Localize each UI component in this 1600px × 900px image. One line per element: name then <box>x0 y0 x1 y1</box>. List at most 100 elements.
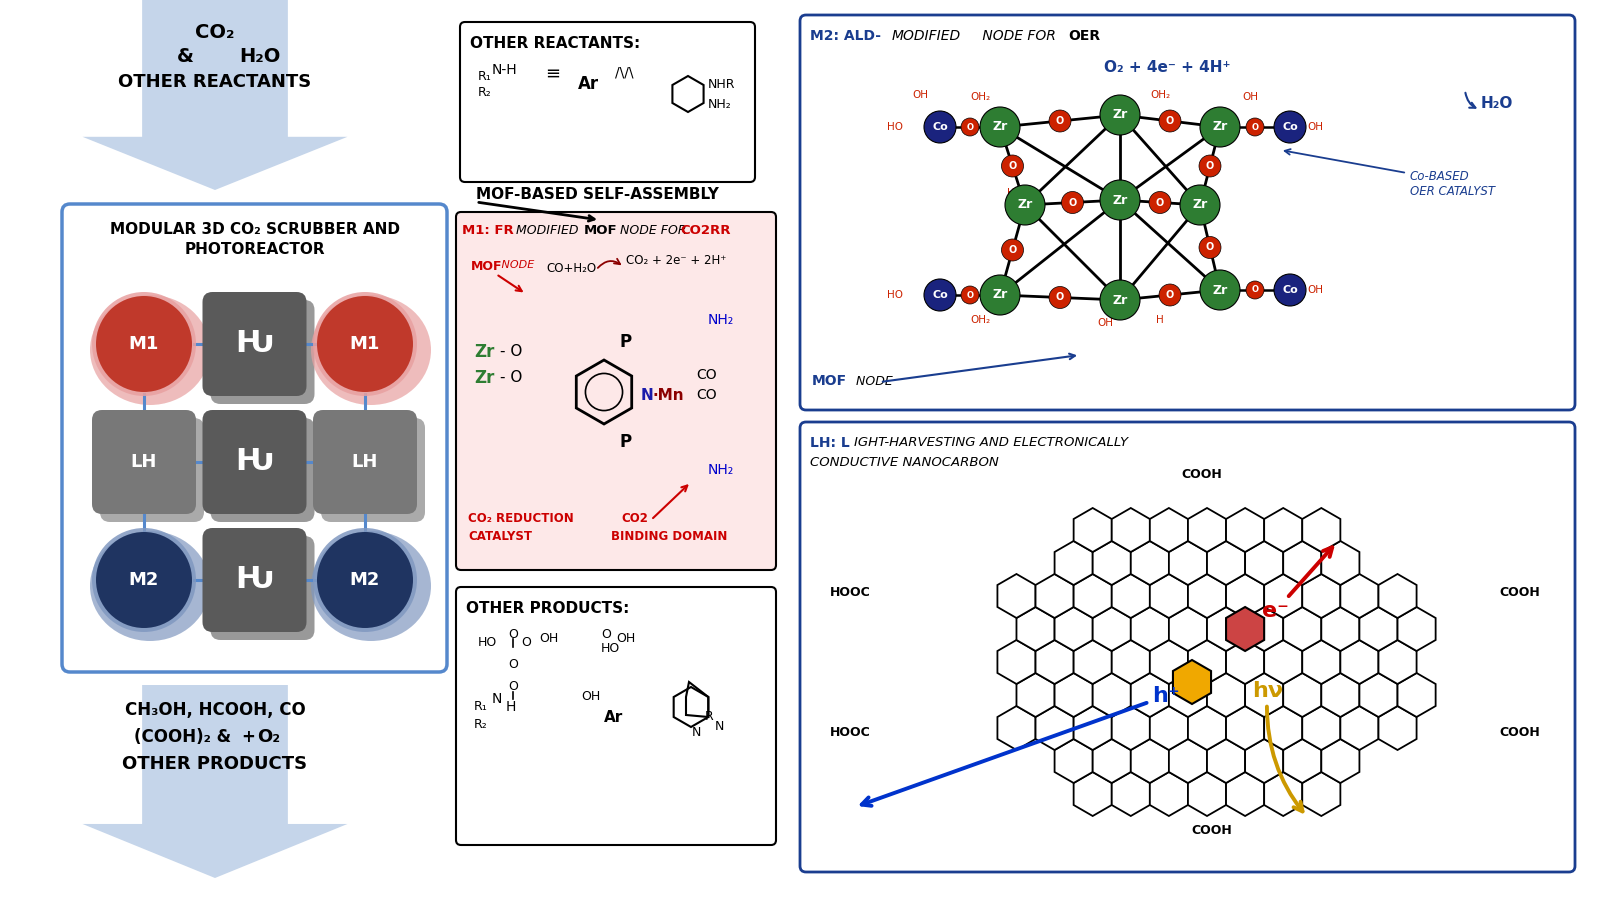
Polygon shape <box>1035 640 1074 684</box>
Polygon shape <box>1131 739 1170 783</box>
Circle shape <box>314 292 418 396</box>
Circle shape <box>93 528 195 632</box>
Text: M1: M1 <box>130 335 158 353</box>
Text: Ƕ: Ƕ <box>235 329 274 358</box>
Polygon shape <box>997 574 1035 618</box>
Text: (COOH)₂ &: (COOH)₂ & <box>134 728 232 746</box>
Text: LH: LH <box>131 453 157 471</box>
Text: Co-BASED
OER CATALYST: Co-BASED OER CATALYST <box>1410 170 1494 198</box>
Circle shape <box>96 532 192 628</box>
Polygon shape <box>1187 508 1226 552</box>
Text: O: O <box>1155 197 1165 208</box>
FancyBboxPatch shape <box>314 410 418 514</box>
Polygon shape <box>1150 508 1187 552</box>
Text: O: O <box>966 122 973 131</box>
Polygon shape <box>1283 673 1322 717</box>
Text: IGHT-HARVESTING AND ELECTRONICALLY: IGHT-HARVESTING AND ELECTRONICALLY <box>854 436 1128 449</box>
Text: OH₂: OH₂ <box>970 92 990 102</box>
Circle shape <box>93 292 195 396</box>
Text: R₂: R₂ <box>474 718 488 732</box>
Text: N-H: N-H <box>493 63 518 77</box>
Text: Ar: Ar <box>605 709 624 725</box>
Polygon shape <box>1112 640 1150 684</box>
Polygon shape <box>1226 607 1264 651</box>
Text: Zr: Zr <box>1112 109 1128 122</box>
Text: O: O <box>1251 285 1259 294</box>
Text: h⁺: h⁺ <box>862 686 1179 806</box>
Circle shape <box>925 279 957 311</box>
Text: MODULAR 3D CO₂ SCRUBBER AND
PHOTOREACTOR: MODULAR 3D CO₂ SCRUBBER AND PHOTOREACTOR <box>109 222 400 256</box>
Text: +: + <box>242 728 254 746</box>
Polygon shape <box>1341 574 1379 618</box>
FancyBboxPatch shape <box>203 528 307 632</box>
Text: CO: CO <box>696 388 717 402</box>
Text: N: N <box>493 692 502 706</box>
Text: HO: HO <box>602 643 621 655</box>
Polygon shape <box>1054 607 1093 651</box>
Polygon shape <box>1302 508 1341 552</box>
Text: O: O <box>1056 116 1064 126</box>
Text: H: H <box>506 700 517 714</box>
Text: O: O <box>1069 197 1077 208</box>
Polygon shape <box>1322 607 1360 651</box>
Text: O: O <box>1008 161 1016 171</box>
FancyBboxPatch shape <box>203 410 307 514</box>
Text: BINDING DOMAIN: BINDING DOMAIN <box>611 529 728 543</box>
Polygon shape <box>1283 541 1322 585</box>
Text: OH: OH <box>539 633 558 645</box>
Text: MODIFIED: MODIFIED <box>893 29 962 43</box>
Text: CONDUCTIVE NANOCARBON: CONDUCTIVE NANOCARBON <box>810 456 998 469</box>
Polygon shape <box>1397 607 1435 651</box>
Text: OTHER PRODUCTS:: OTHER PRODUCTS: <box>466 601 629 616</box>
Polygon shape <box>1054 541 1093 585</box>
Text: CO+H₂O: CO+H₂O <box>546 262 597 274</box>
Text: O: O <box>509 628 518 642</box>
Polygon shape <box>1226 706 1264 750</box>
Polygon shape <box>1187 772 1226 816</box>
Polygon shape <box>1150 640 1187 684</box>
Text: Zr: Zr <box>474 369 494 387</box>
Text: NODE: NODE <box>498 260 534 270</box>
Text: OH: OH <box>616 633 635 645</box>
Text: OH: OH <box>581 690 600 704</box>
Text: O₂ + 4e⁻ + 4H⁺: O₂ + 4e⁻ + 4H⁺ <box>1104 59 1230 75</box>
Polygon shape <box>1112 508 1150 552</box>
Circle shape <box>962 286 979 304</box>
Circle shape <box>1198 155 1221 177</box>
Polygon shape <box>1206 607 1245 651</box>
Circle shape <box>317 296 413 392</box>
Polygon shape <box>1054 739 1093 783</box>
Text: O: O <box>1166 290 1174 300</box>
Polygon shape <box>1206 541 1245 585</box>
Text: M1: M1 <box>350 335 381 353</box>
Polygon shape <box>1245 607 1283 651</box>
Text: MODIFIED: MODIFIED <box>515 224 582 237</box>
Polygon shape <box>1360 673 1397 717</box>
Text: COOH: COOH <box>1499 586 1541 598</box>
Circle shape <box>96 296 192 392</box>
FancyBboxPatch shape <box>461 22 755 182</box>
Text: O: O <box>1251 122 1259 131</box>
Text: CO₂ REDUCTION: CO₂ REDUCTION <box>467 511 574 525</box>
Circle shape <box>1002 239 1024 261</box>
Polygon shape <box>1302 574 1341 618</box>
Polygon shape <box>1112 706 1150 750</box>
Text: LH: L: LH: L <box>810 436 850 450</box>
Circle shape <box>979 107 1021 147</box>
Polygon shape <box>1302 706 1341 750</box>
Text: Zr: Zr <box>1112 293 1128 307</box>
Ellipse shape <box>90 295 210 405</box>
Polygon shape <box>1187 574 1226 618</box>
Polygon shape <box>1112 772 1150 816</box>
Text: NH₂: NH₂ <box>707 463 734 477</box>
Polygon shape <box>997 706 1035 750</box>
Polygon shape <box>1170 673 1206 717</box>
Text: Zr: Zr <box>474 343 494 361</box>
Polygon shape <box>1170 607 1206 651</box>
Polygon shape <box>1397 673 1435 717</box>
FancyBboxPatch shape <box>99 418 205 522</box>
Circle shape <box>1101 180 1139 220</box>
Text: ≡: ≡ <box>546 65 560 83</box>
Polygon shape <box>1379 706 1416 750</box>
Text: O: O <box>1008 245 1016 255</box>
